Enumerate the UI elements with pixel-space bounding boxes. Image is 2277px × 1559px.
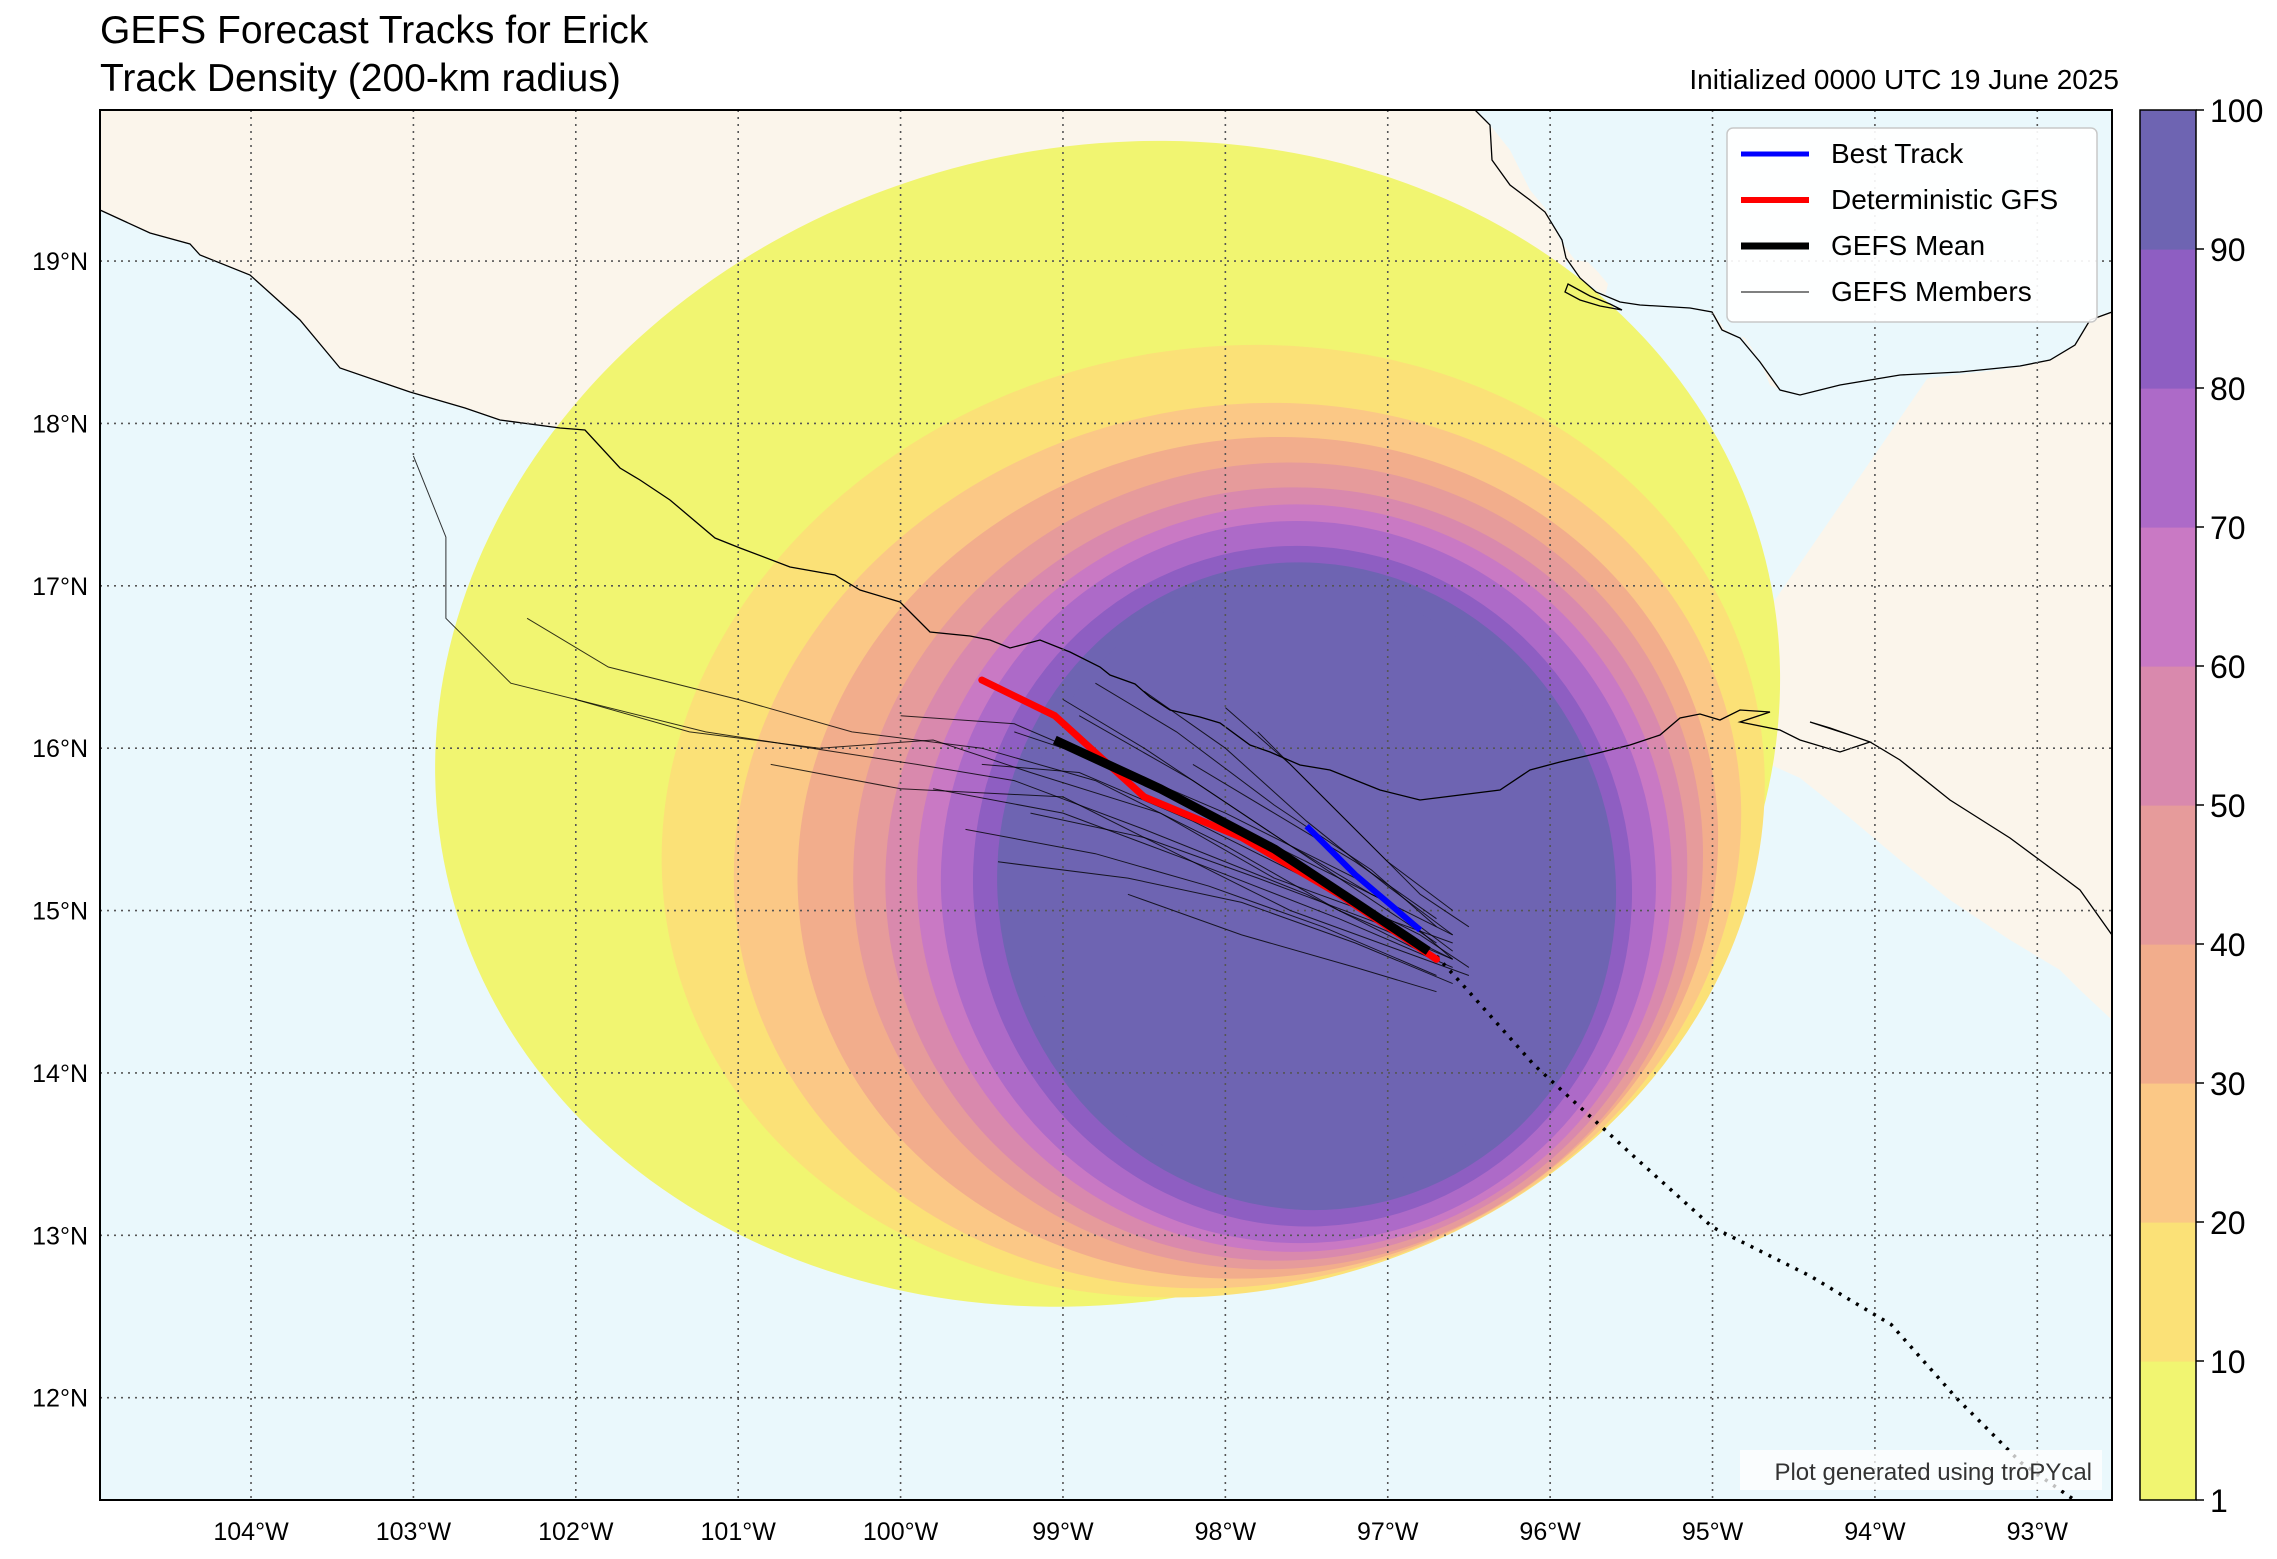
colorbar-tick-label: 100: [2210, 93, 2263, 129]
best-track: [1304, 823, 1423, 933]
lon-tick-label: 98°W: [1195, 1518, 1257, 1546]
axis-labels: 104°W 103°W 102°W 101°W 100°W 99°W 98°W 97°W 96°…: [32, 248, 2068, 1546]
gefs-member-track: [1127, 893, 1437, 993]
lat-tick-label: 19°N: [32, 248, 88, 276]
colorbar-tick-label: 40: [2210, 927, 2246, 963]
lon-tick-label: 103°W: [376, 1518, 452, 1546]
colorbar-tick-label: 50: [2210, 788, 2246, 824]
lon-tick-label: 100°W: [863, 1518, 939, 1546]
initialized-label: Initialized 0000 UTC 19 June 2025: [1689, 64, 2119, 95]
legend: Best Track Deterministic GFS GEFS Mean GEFS…: [1726, 127, 2098, 323]
credit-text: Plot generated using troPYcal: [1774, 1459, 2092, 1486]
legend-box: [1726, 127, 2098, 323]
legend-label-best: Best Track: [1831, 138, 1964, 169]
colorbar-tick-label: 90: [2210, 232, 2246, 268]
gefs-mean-extension: [1435, 954, 2078, 1500]
lat-tick-label: 13°N: [32, 1222, 88, 1250]
gefs-member-track: [412, 455, 1437, 960]
colorbar-segment: [2140, 1361, 2196, 1501]
lat-tick-label: 15°N: [32, 898, 88, 926]
colorbar-segment: [2140, 805, 2196, 945]
density-level-10: [1020, 579, 1585, 1194]
title-line-1: GEFS Forecast Tracks for Erick: [100, 9, 649, 52]
lon-tick-label: 99°W: [1032, 1518, 1094, 1546]
colorbar-segment: [2140, 1222, 2196, 1362]
colorbar-segment: [2140, 110, 2196, 250]
gefs-member-track: [575, 699, 1453, 944]
lat-tick-label: 17°N: [32, 573, 88, 601]
colorbar-tick-label: 1: [2210, 1483, 2228, 1519]
coastline-pacific: [100, 209, 2112, 936]
lat-tick-label: 16°N: [32, 735, 88, 763]
gefs-mean-track: [1052, 735, 1431, 955]
lat-tick-label: 12°N: [32, 1385, 88, 1413]
forecast-tracks: [412, 455, 2078, 1500]
colorbar-tick-label: 20: [2210, 1205, 2246, 1241]
colorbar-tick-label: 70: [2210, 510, 2246, 546]
gefs-member-track: [933, 788, 1453, 968]
track-density-field: [435, 140, 1781, 1307]
lon-tick-label: 102°W: [538, 1518, 614, 1546]
gefs-member-track: [1257, 731, 1453, 911]
lon-tick-label: 96°W: [1519, 1518, 1581, 1546]
colorbar-segment: [2140, 666, 2196, 806]
lon-tick-label: 93°W: [2007, 1518, 2069, 1546]
graticule: [100, 110, 2112, 1500]
legend-label-members: GEFS Members: [1831, 276, 2032, 307]
gefs-member-track: [981, 763, 1470, 968]
gefs-member-track: [965, 828, 1437, 976]
colorbar-segment: [2140, 388, 2196, 528]
coastline-gulf-lagoon: [1564, 283, 1623, 311]
colorbar: 1 10 20 30 40 50 60 70 80 90 100: [2139, 93, 2263, 1519]
colorbar-segment: [2140, 944, 2196, 1084]
colorbar-segment: [2140, 249, 2196, 389]
lon-tick-label: 94°W: [1844, 1518, 1906, 1546]
lon-tick-label: 95°W: [1682, 1518, 1744, 1546]
title-line-2: Track Density (200-km radius): [100, 57, 621, 100]
colorbar-tick-label: 60: [2210, 649, 2246, 685]
colorbar-tick-label: 10: [2210, 1344, 2246, 1380]
legend-label-deterministic: Deterministic GFS: [1831, 184, 2058, 215]
coastline-gulf: [1474, 110, 2112, 396]
lon-tick-label: 104°W: [213, 1518, 289, 1546]
legend-label-mean: GEFS Mean: [1831, 230, 1985, 261]
colorbar-segment: [2140, 1083, 2196, 1223]
lat-tick-label: 18°N: [32, 410, 88, 438]
lon-tick-label: 101°W: [701, 1518, 777, 1546]
lat-tick-label: 14°N: [32, 1060, 88, 1088]
gefs-member-track: [770, 763, 1470, 976]
credit-box: [1740, 1450, 2102, 1490]
lon-tick-label: 97°W: [1357, 1518, 1419, 1546]
colorbar-tick-label: 80: [2210, 371, 2246, 407]
gefs-member-track: [997, 861, 1453, 985]
colorbar-segment: [2140, 527, 2196, 667]
gefs-member-track: [526, 617, 1453, 960]
map-frame: [99, 109, 2113, 1501]
colorbar-tick-label: 30: [2210, 1066, 2246, 1102]
